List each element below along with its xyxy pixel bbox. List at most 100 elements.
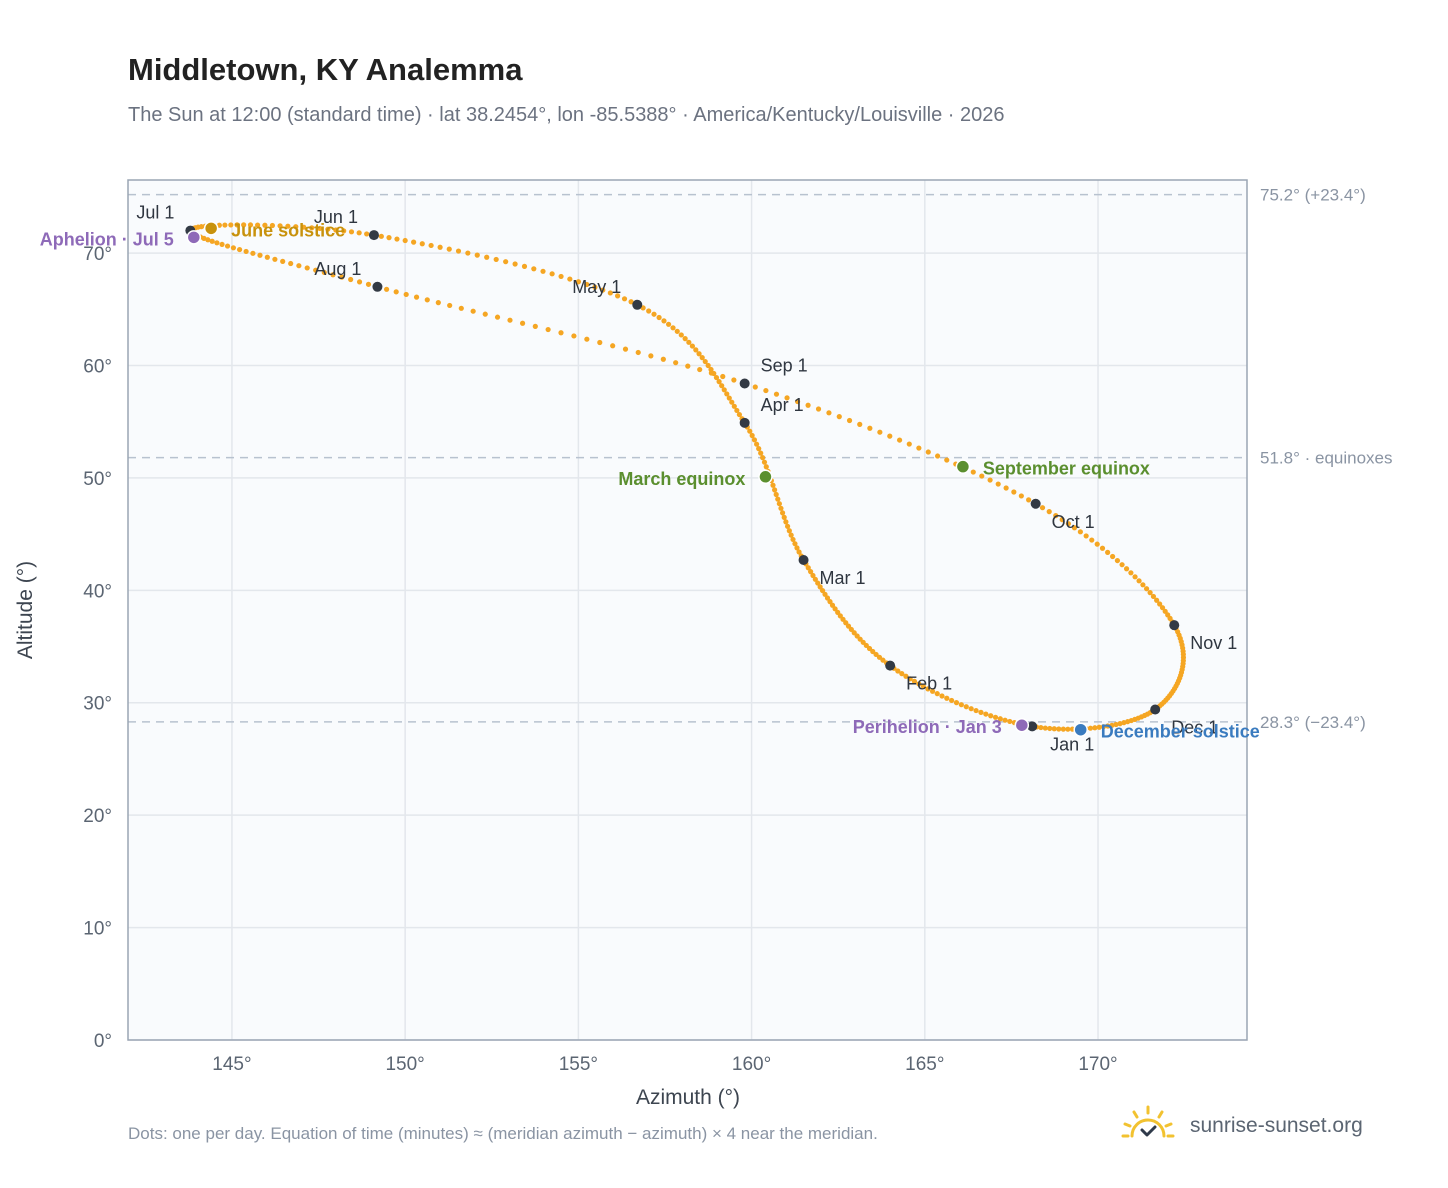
day-dot [610,343,616,349]
day-dot [325,226,331,232]
day-dot [1121,720,1127,726]
day-dot [435,300,441,306]
day-dot [656,314,662,321]
day-dot [1110,553,1116,560]
day-dot [280,258,286,264]
day-dot [247,222,254,228]
day-dot [446,246,452,252]
month-marker [368,230,379,241]
month-label: Aug 1 [314,259,361,279]
day-dot [719,383,725,389]
month-marker [1030,498,1041,509]
month-marker [739,378,750,389]
day-dot [775,496,781,502]
event-label: June solstice [231,220,345,240]
day-dot [916,445,922,451]
day-dot [670,325,676,331]
day-dot [646,308,652,314]
day-dot [540,268,546,274]
y-tick-label: 40° [83,581,112,602]
day-dot [812,576,818,582]
day-dot [228,222,234,228]
day-dot [1147,590,1153,596]
day-dot [494,314,501,320]
month-label: Oct 1 [1052,512,1095,532]
day-dot [758,450,764,456]
day-dot [1132,574,1138,580]
month-label: Jan 1 [1050,734,1094,754]
day-dot [873,651,879,658]
x-tick-label: 170° [1078,1054,1117,1075]
day-dot [784,523,791,529]
day-dot [1047,725,1053,732]
month-label: Dec 1 [1171,717,1218,737]
day-dot [661,318,667,324]
day-dot [784,395,790,401]
day-dot [1039,505,1046,511]
day-dot [827,599,833,605]
day-dot [1065,726,1071,732]
day-dot [214,240,220,246]
brand-link[interactable]: sunrise-sunset.org [1120,1104,1363,1148]
day-dot [822,591,828,597]
day-dot [729,399,735,405]
day-dot [1092,725,1098,731]
day-dot [1119,562,1125,568]
day-dot [832,606,838,612]
day-dot [761,459,768,465]
day-dot [222,222,228,228]
day-dot [939,693,945,699]
y-tick-label: 70° [83,244,112,265]
day-dot [296,263,302,269]
day-dot [1087,725,1094,731]
sun-logo-icon [1120,1104,1176,1149]
y-tick-label: 30° [83,694,112,715]
day-dot [224,243,231,249]
day-dot [896,437,903,443]
day-dot [934,691,940,697]
day-dot [983,711,989,717]
day-dot [386,235,392,241]
month-marker [372,281,383,292]
event-marker [1073,722,1088,737]
day-dot [1114,557,1121,564]
day-dot [779,510,786,516]
day-dot [699,355,705,361]
day-dot [333,227,339,233]
day-dot [313,267,319,273]
day-dot [783,519,789,525]
plot-background [128,180,1247,1040]
day-dot [424,297,430,303]
day-dot [503,259,509,265]
day-dot [402,237,408,244]
day-dot [899,671,905,677]
day-dot [720,373,726,380]
day-dot [1003,485,1009,491]
y-tick-label: 60° [83,356,112,377]
month-label: May 1 [572,277,621,297]
day-dot [584,336,590,342]
day-dot [705,362,711,369]
day-dot [1094,541,1100,547]
day-dot [963,704,969,710]
day-dot [685,363,691,369]
y-tick-label: 10° [83,919,112,940]
day-dot [285,223,291,229]
day-dot [752,384,758,390]
day-dot [635,349,641,356]
day-dot [507,317,513,323]
day-dot [736,411,743,418]
day-dot [272,256,278,262]
day-dot [970,469,976,475]
y-tick-label: 0° [94,1031,112,1052]
y-tick-label: 50° [83,469,112,490]
day-dot [1026,497,1032,503]
day-dot [341,228,347,234]
day-dot [903,673,909,679]
day-dot [708,370,714,376]
day-dot [674,328,680,334]
day-dot [1117,721,1123,727]
month-label: Sep 1 [761,355,808,375]
event-marker [1014,717,1030,733]
day-dot [293,224,299,230]
